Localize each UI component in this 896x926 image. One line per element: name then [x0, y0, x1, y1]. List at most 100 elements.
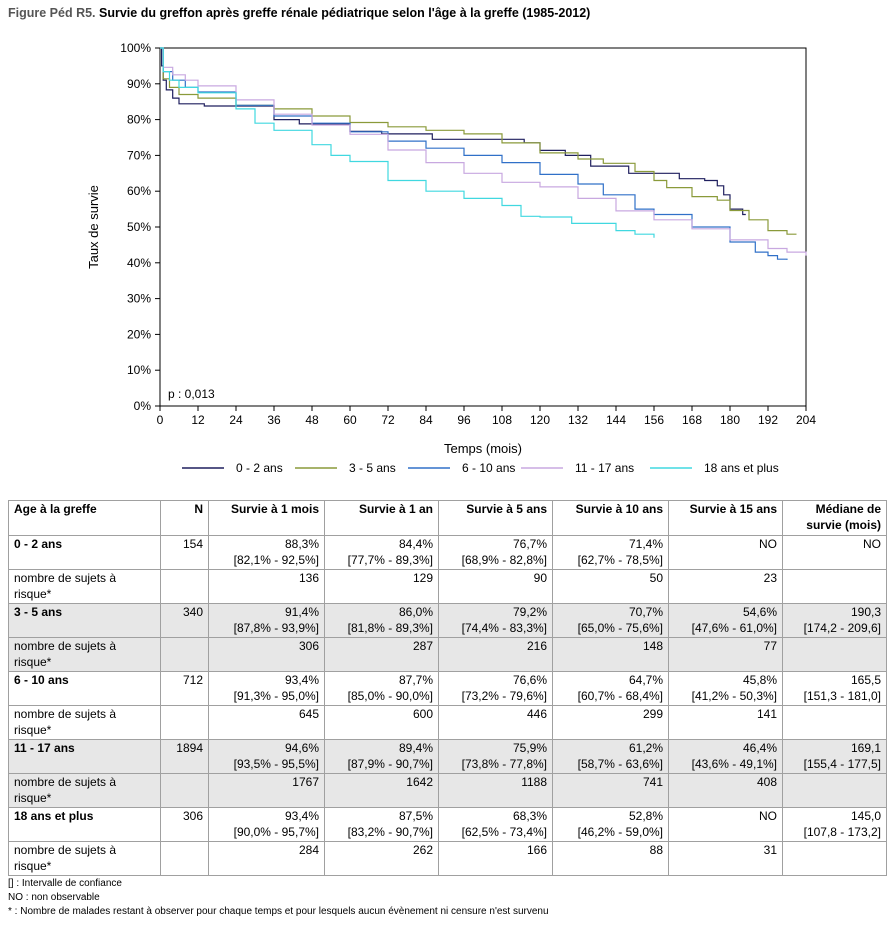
confidence-interval: [74,4% - 83,3%]: [461, 620, 547, 635]
confidence-interval: [87,9% - 90,7%]: [347, 756, 433, 771]
survival-value: 45,8%: [742, 673, 777, 687]
at-risk-count: 148: [552, 637, 669, 672]
y-tick-label: 30%: [127, 292, 151, 306]
survival-cell: 68,3% [62,5% - 73,4%]: [438, 807, 553, 842]
confidence-interval: [91,3% - 95,0%]: [233, 688, 319, 703]
at-risk-label: nombre de sujets à risque*: [8, 637, 161, 672]
survival-value: 75,9%: [512, 741, 547, 755]
x-tick-label: 108: [492, 413, 512, 427]
y-tick-label: 0%: [134, 399, 152, 413]
column-header: Médiane de survie (mois): [782, 500, 887, 536]
at-risk-row: nombre de sujets à risque* 284 262 166 88 31: [8, 841, 887, 876]
n-cell: 1894: [160, 739, 209, 774]
legend-label: 6 - 10 ans: [462, 461, 515, 475]
survival-value: 87,5%: [398, 809, 433, 823]
at-risk-count: [782, 569, 887, 604]
survival-cell: 91,4% [87,8% - 93,9%]: [208, 603, 325, 638]
y-tick-label: 50%: [127, 220, 151, 234]
survival-cell: 75,9% [73,8% - 77,8%]: [438, 739, 553, 774]
empty-cell: [160, 705, 209, 740]
at-risk-count: 90: [438, 569, 553, 604]
at-risk-count: 446: [438, 705, 553, 740]
empty-cell: [160, 637, 209, 672]
table-row: 0 - 2 ans 154 88,3% [82,1% - 92,5%] 84,4% [77…: [8, 535, 887, 570]
age-group-label: 18 ans et plus: [8, 807, 161, 842]
survival-value: 94,6%: [284, 741, 319, 755]
x-tick-label: 96: [457, 413, 471, 427]
x-tick-label: 144: [606, 413, 626, 427]
y-tick-label: 60%: [127, 184, 151, 198]
at-risk-count: 645: [208, 705, 325, 740]
survival-cell: 190,3 [174,2 - 209,6]: [782, 603, 887, 638]
survival-cell: 46,4% [43,6% - 49,1%]: [668, 739, 783, 774]
at-risk-count: 136: [208, 569, 325, 604]
legend-label: 18 ans et plus: [704, 461, 779, 475]
at-risk-label: nombre de sujets à risque*: [8, 773, 161, 808]
survival-chart: 0% 10% 20% 30% 40% 50% 60% 70% 80% 90% 100% 0 12 24 36…: [86, 41, 816, 475]
survival-cell: 93,4% [90,0% - 95,7%]: [208, 807, 325, 842]
survival-cell: 76,6% [73,2% - 79,6%]: [438, 671, 553, 706]
survival-value: 61,2%: [628, 741, 663, 755]
survival-value: 76,7%: [512, 537, 547, 551]
figure-title-text: Survie du greffon après greffe rénale pé…: [99, 6, 591, 20]
x-tick-label: 36: [267, 413, 281, 427]
at-risk-count: 262: [324, 841, 439, 876]
at-risk-count: 284: [208, 841, 325, 876]
survival-cell: 89,4% [87,9% - 90,7%]: [324, 739, 439, 774]
survival-value: NO: [863, 537, 881, 551]
at-risk-label: nombre de sujets à risque*: [8, 569, 161, 604]
survival-cell: 64,7% [60,7% - 68,4%]: [552, 671, 669, 706]
confidence-interval: [83,2% - 90,7%]: [347, 824, 433, 839]
column-header: Survie à 1 mois: [208, 500, 325, 536]
at-risk-count: 287: [324, 637, 439, 672]
survival-value: NO: [759, 809, 777, 823]
footnote-ci: [] : Intervalle de confiance: [8, 878, 122, 889]
confidence-interval: [43,6% - 49,1%]: [691, 756, 777, 771]
confidence-interval: [155,4 - 177,5]: [803, 756, 881, 771]
at-risk-count: 741: [552, 773, 669, 808]
at-risk-count: 216: [438, 637, 553, 672]
survival-value: 64,7%: [628, 673, 663, 687]
at-risk-row: nombre de sujets à risque* 1767 1642 1188 74…: [8, 773, 887, 808]
at-risk-count: 77: [668, 637, 783, 672]
survival-value: 70,7%: [628, 605, 663, 619]
at-risk-count: 31: [668, 841, 783, 876]
at-risk-count: [782, 773, 887, 808]
at-risk-count: 1767: [208, 773, 325, 808]
column-header: Survie à 10 ans: [552, 500, 669, 536]
confidence-interval: [107,8 - 173,2]: [803, 824, 881, 839]
age-group-label: 3 - 5 ans: [8, 603, 161, 638]
series-line: [160, 47, 797, 235]
at-risk-row: nombre de sujets à risque* 136 129 90 50 23: [8, 569, 887, 604]
survival-value: 88,3%: [284, 537, 319, 551]
x-tick-label: 156: [644, 413, 664, 427]
survival-cell: 87,5% [83,2% - 90,7%]: [324, 807, 439, 842]
survival-cell: 71,4% [62,7% - 78,5%]: [552, 535, 669, 570]
y-tick-label: 40%: [127, 256, 151, 270]
n-cell: 306: [160, 807, 209, 842]
age-group-label: 11 - 17 ans: [8, 739, 161, 774]
at-risk-count: 408: [668, 773, 783, 808]
survival-value: 93,4%: [284, 809, 319, 823]
at-risk-count: 600: [324, 705, 439, 740]
survival-value: 89,4%: [398, 741, 433, 755]
survival-value: 54,6%: [742, 605, 777, 619]
at-risk-count: 306: [208, 637, 325, 672]
survival-value: 87,7%: [398, 673, 433, 687]
y-tick-label: 10%: [127, 363, 151, 377]
at-risk-label: nombre de sujets à risque*: [8, 841, 161, 876]
y-tick-label: 20%: [127, 327, 151, 341]
survival-value: 46,4%: [742, 741, 777, 755]
confidence-interval: [62,7% - 78,5%]: [577, 552, 663, 567]
survival-cell: 145,0 [107,8 - 173,2]: [782, 807, 887, 842]
series-line: [160, 47, 746, 216]
survival-cell: 93,4% [91,3% - 95,0%]: [208, 671, 325, 706]
confidence-interval: [58,7% - 63,6%]: [577, 756, 663, 771]
survival-cell: 169,1 [155,4 - 177,5]: [782, 739, 887, 774]
age-group-label: 0 - 2 ans: [8, 535, 161, 570]
at-risk-count: 1188: [438, 773, 553, 808]
x-tick-label: 12: [191, 413, 205, 427]
x-tick-label: 48: [305, 413, 319, 427]
x-tick-label: 0: [157, 413, 164, 427]
survival-cell: NO: [782, 535, 887, 570]
